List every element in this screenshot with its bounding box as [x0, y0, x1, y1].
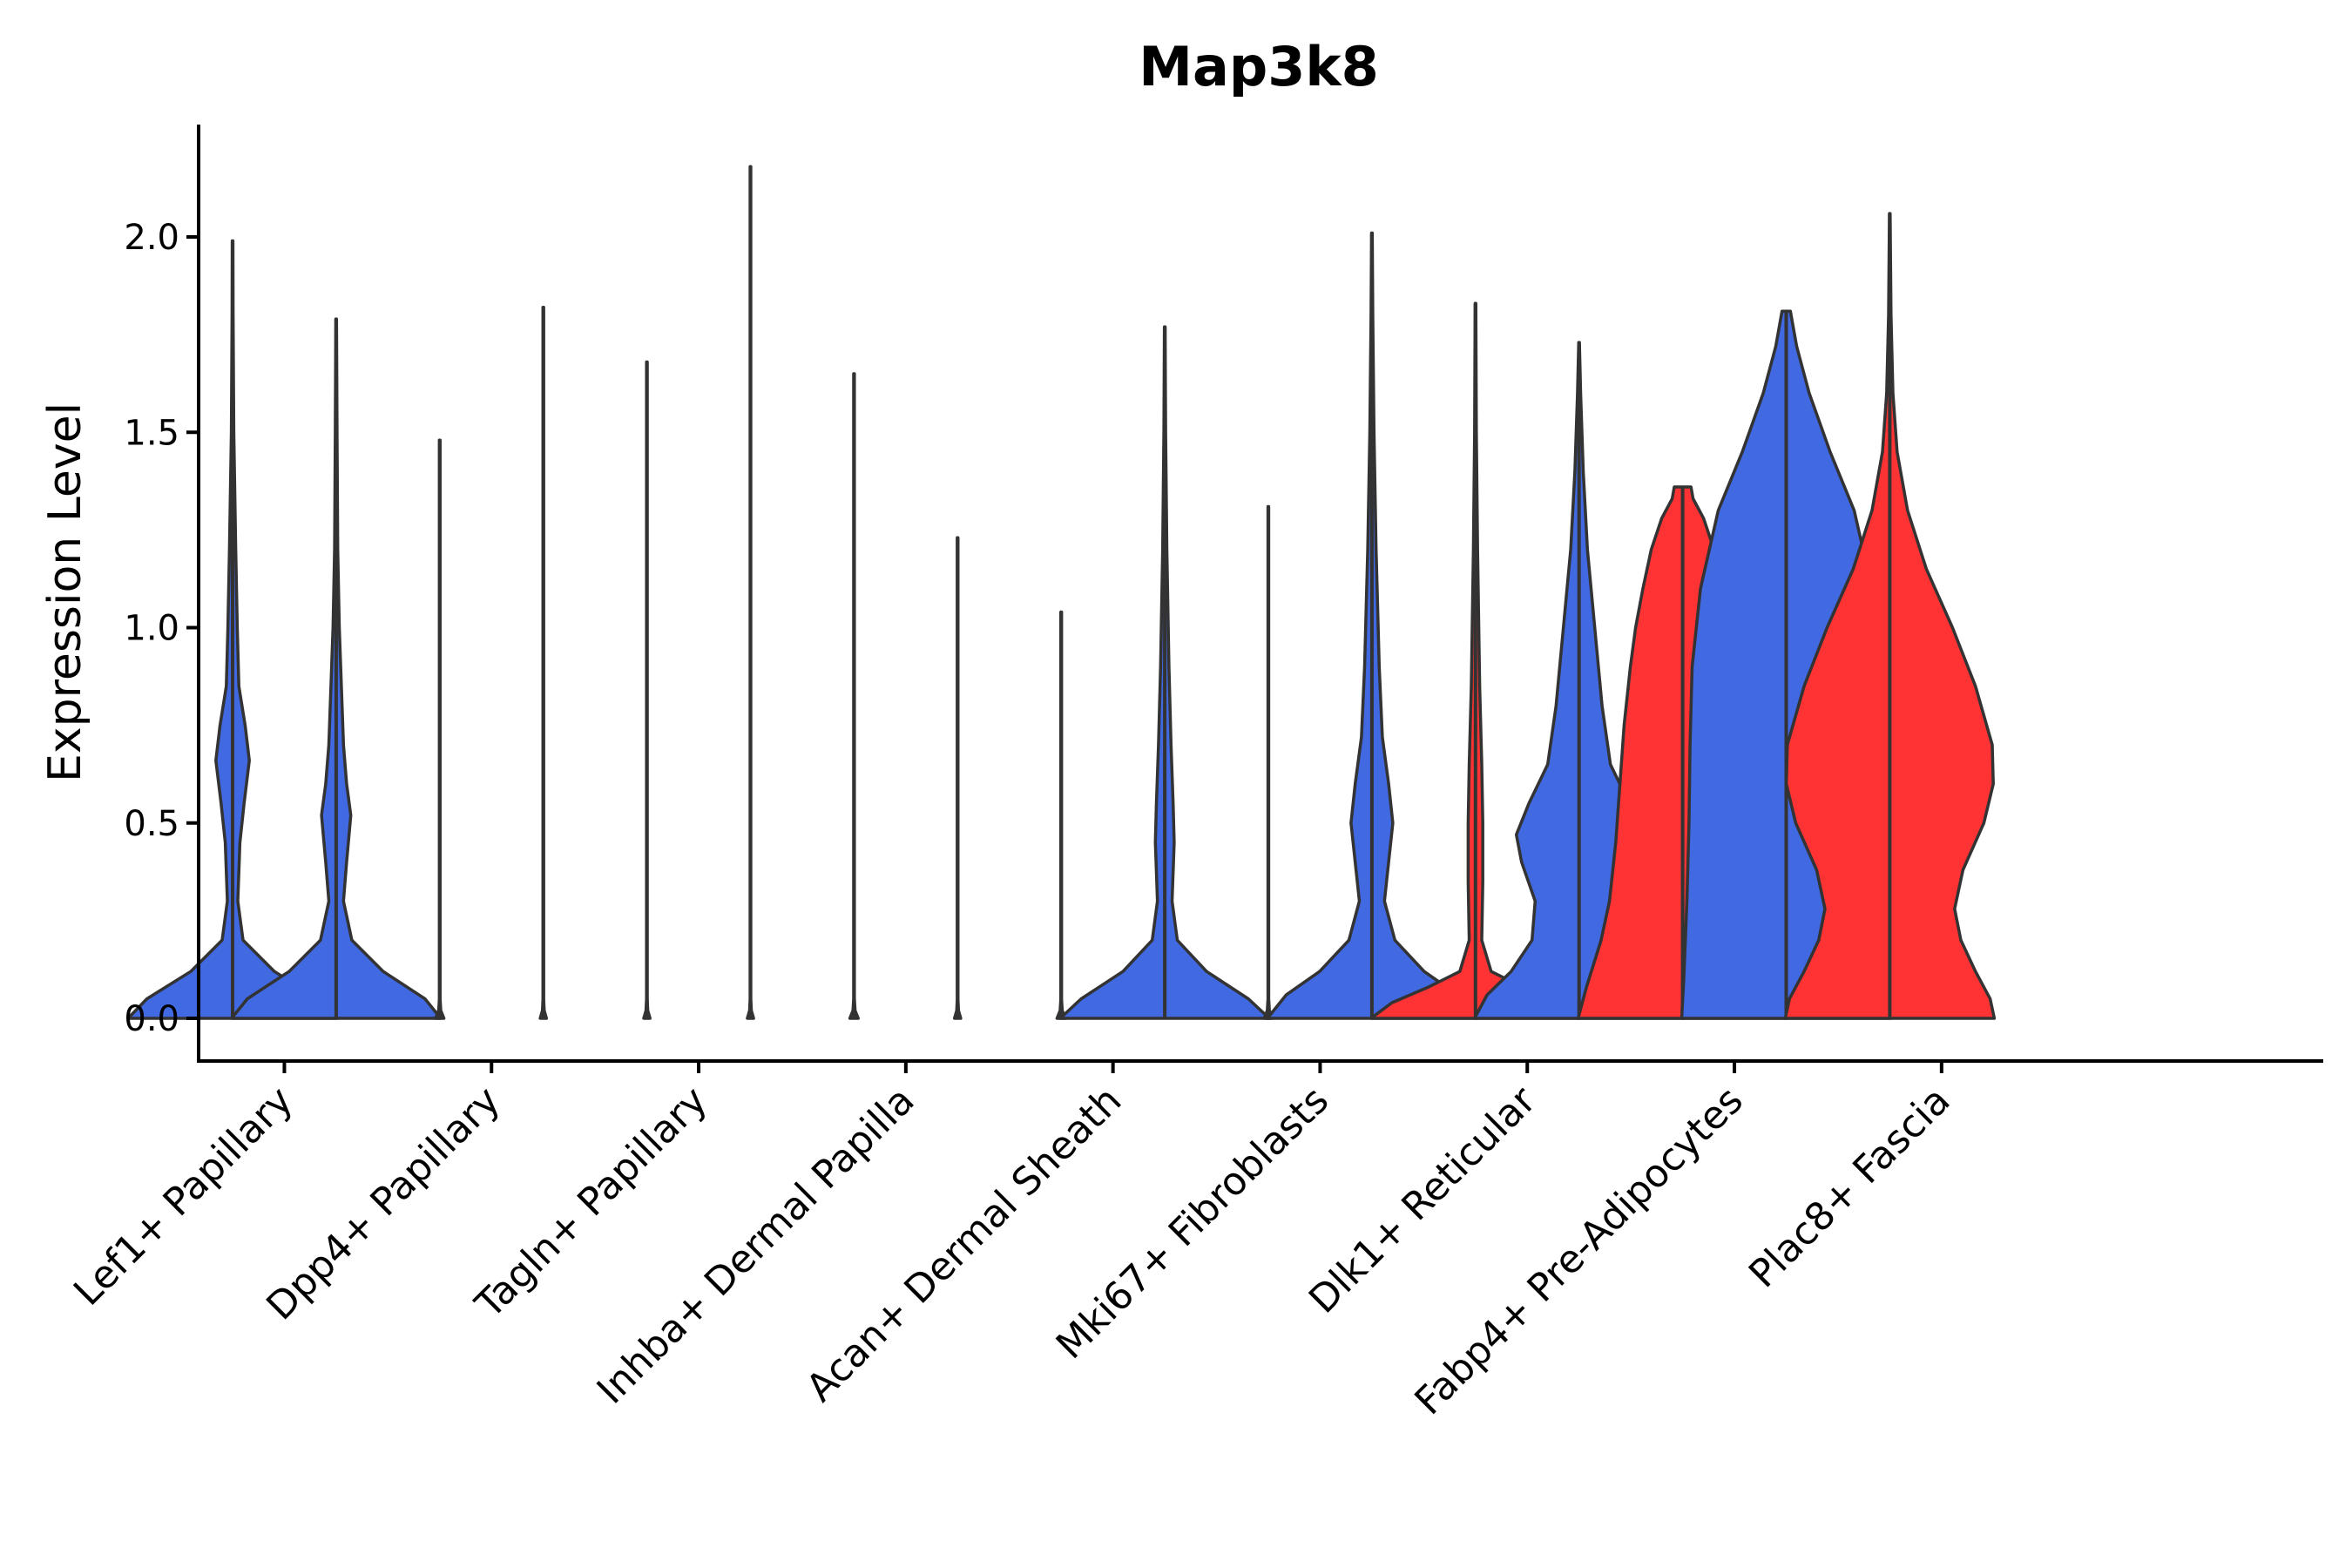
violin-layer: [126, 165, 1997, 1020]
chart-title: Map3k8: [1139, 35, 1378, 98]
x-tick-label: Dlk1+ Reticular: [1301, 1078, 1545, 1322]
y-axis-ticks: 0.0 0.5 1.0 1.5 2.0: [124, 218, 199, 1039]
x-tick-label: Tagln+ Papillary: [467, 1078, 716, 1328]
y-tick-label: 0.5: [124, 804, 179, 844]
y-tick-label: 1.0: [124, 609, 179, 649]
x-tick-label: Fabp4+ Pre-Adipocytes: [1406, 1078, 1751, 1423]
y-tick-label: 1.5: [124, 413, 179, 453]
x-tick-label: Plac8+ Fascia: [1740, 1078, 1959, 1297]
y-axis-title: Expression Level: [39, 402, 91, 782]
y-tick-label: 2.0: [124, 218, 179, 258]
axes: [197, 125, 2323, 1063]
y-tick-label: 0.0: [124, 999, 179, 1039]
x-tick-label: Lef1+ Papillary: [65, 1078, 301, 1315]
